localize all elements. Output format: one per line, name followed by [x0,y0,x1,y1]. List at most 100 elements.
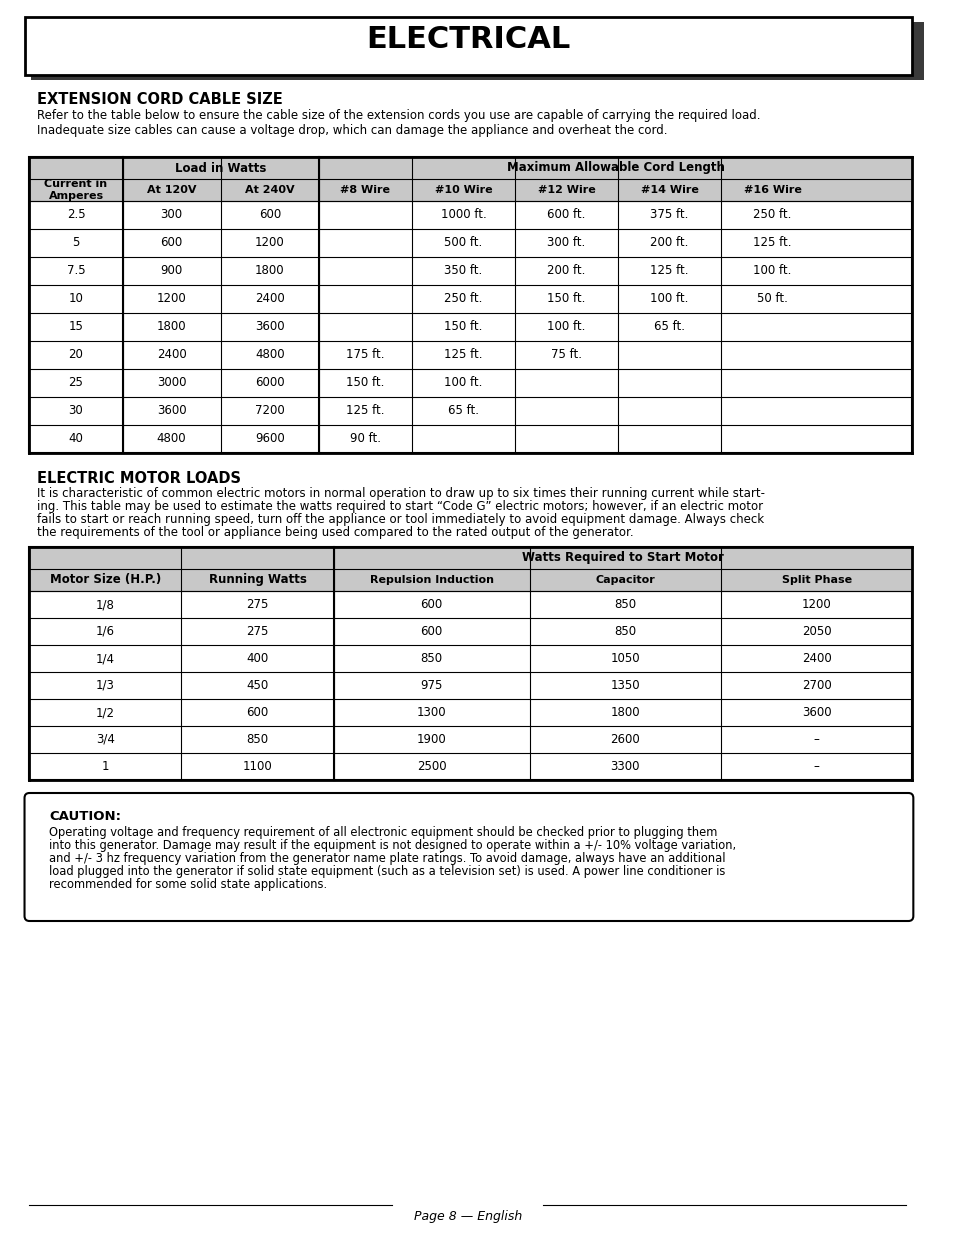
Text: 7200: 7200 [254,405,284,417]
Text: 850: 850 [246,734,269,746]
Text: 1/2: 1/2 [96,706,115,719]
Text: 600: 600 [420,625,442,638]
Text: 1800: 1800 [156,321,186,333]
Text: 1800: 1800 [254,264,284,278]
Text: 6000: 6000 [254,377,284,389]
Text: CAUTION:: CAUTION: [49,810,121,823]
Text: 150 ft.: 150 ft. [547,293,585,305]
Text: 15: 15 [69,321,83,333]
Text: 50 ft.: 50 ft. [757,293,787,305]
Text: 600: 600 [160,236,183,249]
Text: 3/4: 3/4 [96,734,114,746]
Text: 1000 ft.: 1000 ft. [440,209,486,221]
Text: ELECTRIC MOTOR LOADS: ELECTRIC MOTOR LOADS [37,471,241,487]
Text: Load in Watts: Load in Watts [174,162,266,174]
Text: 600 ft.: 600 ft. [547,209,585,221]
Text: Split Phase: Split Phase [781,576,851,585]
Text: fails to start or reach running speed, turn off the appliance or tool immediatel: fails to start or reach running speed, t… [37,513,763,526]
Text: 100 ft.: 100 ft. [444,377,482,389]
Text: 1200: 1200 [156,293,187,305]
Text: 1200: 1200 [801,598,831,611]
Text: recommended for some solid state applications.: recommended for some solid state applica… [49,878,327,890]
Text: 10: 10 [69,293,83,305]
Text: 2700: 2700 [801,679,831,692]
Text: EXTENSION CORD CABLE SIZE: EXTENSION CORD CABLE SIZE [37,91,283,107]
Text: 1/3: 1/3 [96,679,114,692]
Text: 1200: 1200 [254,236,284,249]
Text: 175 ft.: 175 ft. [346,348,384,362]
Text: 65 ft.: 65 ft. [448,405,478,417]
Text: 600: 600 [420,598,442,611]
Text: 200 ft.: 200 ft. [547,264,585,278]
Text: 1: 1 [102,760,109,773]
Text: 2400: 2400 [801,652,831,664]
Text: 850: 850 [614,598,636,611]
Text: 40: 40 [69,432,83,446]
FancyBboxPatch shape [25,793,912,921]
Text: 20: 20 [69,348,83,362]
Text: Operating voltage and frequency requirement of all electronic equipment should b: Operating voltage and frequency requirem… [49,826,717,839]
Text: 850: 850 [614,625,636,638]
Text: 900: 900 [160,264,183,278]
Text: 125 ft.: 125 ft. [753,236,791,249]
Bar [30,547,911,781]
Bar [30,157,911,179]
Text: Maximum Allowable Cord Length: Maximum Allowable Cord Length [506,162,723,174]
Text: 300: 300 [160,209,183,221]
Text: #16 Wire: #16 Wire [742,185,801,195]
Text: 200 ft.: 200 ft. [650,236,688,249]
Text: 3000: 3000 [156,377,186,389]
Text: 2600: 2600 [610,734,639,746]
Text: #8 Wire: #8 Wire [340,185,390,195]
Text: 7.5: 7.5 [67,264,85,278]
Text: 100 ft.: 100 ft. [547,321,585,333]
Text: Repulsion Induction: Repulsion Induction [369,576,493,585]
Text: into this generator. Damage may result if the equipment is not designed to opera: into this generator. Damage may result i… [49,839,736,852]
Text: 9600: 9600 [254,432,284,446]
Text: 1300: 1300 [416,706,446,719]
Text: 1100: 1100 [242,760,273,773]
Text: 2.5: 2.5 [67,209,85,221]
Text: Refer to the table below to ensure the cable size of the extension cords you use: Refer to the table below to ensure the c… [37,109,760,137]
FancyBboxPatch shape [31,22,923,80]
Text: 350 ft.: 350 ft. [444,264,482,278]
Text: 100 ft.: 100 ft. [650,293,688,305]
Text: 30: 30 [69,405,83,417]
Text: 1050: 1050 [610,652,639,664]
Text: Capacitor: Capacitor [595,576,655,585]
Text: 600: 600 [246,706,269,719]
Text: 150 ft.: 150 ft. [444,321,482,333]
Text: 65 ft.: 65 ft. [654,321,684,333]
Text: It is characteristic of common electric motors in normal operation to draw up to: It is characteristic of common electric … [37,487,764,500]
Bar [30,547,911,569]
Text: Page 8 — English: Page 8 — English [414,1210,521,1223]
Text: 275: 275 [246,625,269,638]
Text: –: – [813,760,819,773]
Text: 850: 850 [420,652,442,664]
Text: 150 ft.: 150 ft. [346,377,384,389]
Text: Running Watts: Running Watts [209,573,306,587]
Text: 125 ft.: 125 ft. [444,348,482,362]
Text: 1350: 1350 [610,679,639,692]
Text: 1/8: 1/8 [96,598,114,611]
Text: ELECTRICAL: ELECTRICAL [365,25,570,53]
Text: 2400: 2400 [254,293,284,305]
Text: 3600: 3600 [801,706,831,719]
Text: 100 ft.: 100 ft. [753,264,791,278]
Text: 600: 600 [258,209,280,221]
Text: 2050: 2050 [801,625,831,638]
Text: 1900: 1900 [416,734,446,746]
Text: 975: 975 [420,679,442,692]
Text: 250 ft.: 250 ft. [444,293,482,305]
Text: 250 ft.: 250 ft. [753,209,791,221]
Text: 125 ft.: 125 ft. [650,264,688,278]
Text: Current in
Amperes: Current in Amperes [45,179,108,201]
Text: 275: 275 [246,598,269,611]
Text: 2400: 2400 [156,348,187,362]
Text: 1800: 1800 [610,706,639,719]
Text: 2500: 2500 [416,760,446,773]
Text: 450: 450 [246,679,269,692]
Text: Watts Required to Start Motor: Watts Required to Start Motor [521,552,723,564]
Text: the requirements of the tool or appliance being used compared to the rated outpu: the requirements of the tool or applianc… [37,526,633,538]
Text: and +/- 3 hz frequency variation from the generator name plate ratings. To avoid: and +/- 3 hz frequency variation from th… [49,852,725,864]
